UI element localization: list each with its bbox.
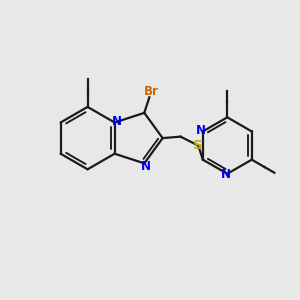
Text: N: N: [196, 124, 206, 137]
Text: N: N: [112, 115, 122, 128]
Text: Br: Br: [144, 85, 159, 98]
Text: S: S: [194, 139, 203, 152]
Text: N: N: [220, 168, 230, 181]
Text: N: N: [141, 160, 151, 173]
